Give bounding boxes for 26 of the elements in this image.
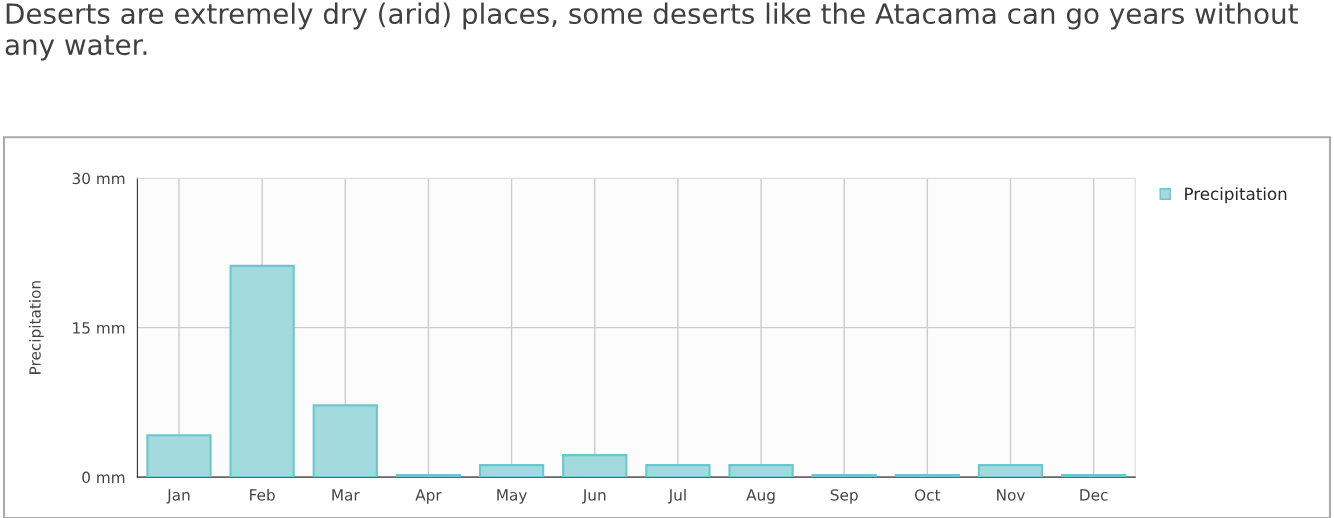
bar: [645, 464, 711, 478]
x-tick-label: Feb: [250, 488, 275, 501]
bar: [728, 464, 794, 478]
x-tick-label: Oct: [915, 489, 941, 501]
y-tick-label: 30 mm: [72, 172, 125, 185]
x-tick-label: Jun: [582, 489, 606, 504]
chart-title: Deserts are extremely dry (arid) places, some deserts like the Atacama can go years without any water.: [5, 2, 1298, 61]
x-tick-label: Nov: [997, 489, 1025, 501]
y-tick-label: 0 mm: [82, 471, 125, 484]
legend-label: Precipitation: [1185, 187, 1287, 204]
y-axis-title: Precipitation: [28, 281, 44, 374]
bar: [229, 264, 295, 478]
bar: [312, 404, 378, 478]
x-tick-label: Jul: [667, 488, 686, 504]
bar: [562, 454, 628, 478]
bar: [977, 464, 1044, 478]
x-tick-label: May: [497, 489, 527, 504]
y-tick-label: 15 mm: [73, 322, 125, 334]
bar: [478, 464, 545, 478]
x-tick-label: Jan: [166, 489, 190, 504]
bar: [146, 434, 212, 478]
x-tick-label: Mar: [332, 489, 360, 501]
x-tick-label: Aug: [746, 489, 775, 504]
x-tick-label: Dec: [1080, 489, 1108, 501]
x-tick-label: Sep: [830, 489, 858, 504]
x-tick-label: Apr: [415, 489, 442, 504]
